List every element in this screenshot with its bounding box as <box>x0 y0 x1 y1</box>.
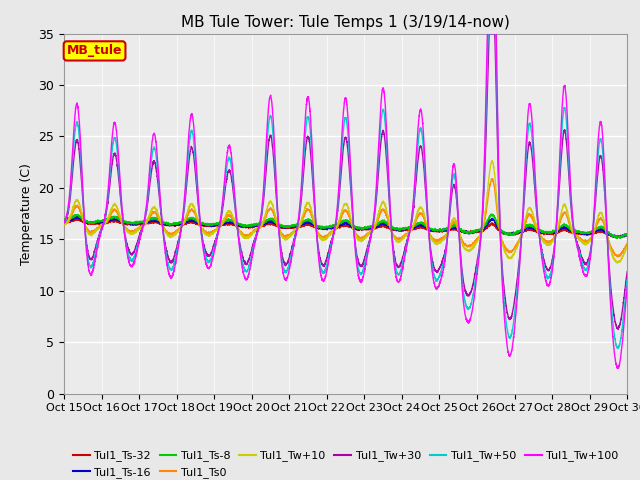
Tul1_Tw+100 <box>504 348 512 354</box>
Tul1_Ts-16 <box>504 232 512 238</box>
Tul1_Ts0 <box>489 176 497 181</box>
Tul1_Tw+100 <box>441 260 449 265</box>
Tul1_Tw+100 <box>614 365 622 371</box>
Tul1_Ts-32 <box>623 232 630 238</box>
Tul1_Ts-16 <box>623 233 630 239</box>
Tul1_Tw+30 <box>504 312 512 318</box>
Tul1_Tw+30 <box>60 220 68 226</box>
Tul1_Tw+100 <box>484 31 492 36</box>
Tul1_Tw+100 <box>472 282 479 288</box>
Tul1_Tw+10 <box>472 240 479 246</box>
Tul1_Tw+10 <box>504 255 512 261</box>
Tul1_Tw+10 <box>614 260 621 266</box>
Tul1_Tw+100 <box>60 218 68 224</box>
Tul1_Ts-8 <box>487 211 495 217</box>
Tul1_Ts-32 <box>472 229 480 235</box>
Line: Tul1_Tw+100: Tul1_Tw+100 <box>64 34 627 368</box>
Line: Tul1_Ts-32: Tul1_Ts-32 <box>64 219 627 238</box>
Tul1_Ts-32 <box>623 232 631 238</box>
Tul1_Ts-16 <box>441 227 449 232</box>
Tul1_Ts-8 <box>60 217 68 223</box>
Tul1_Ts0 <box>324 231 332 237</box>
Tul1_Ts-32 <box>161 222 169 228</box>
Tul1_Ts-32 <box>325 225 333 231</box>
Tul1_Tw+30 <box>623 269 631 275</box>
Tul1_Tw+50 <box>472 274 479 280</box>
Tul1_Ts-8 <box>472 228 479 234</box>
Tul1_Tw+50 <box>623 277 631 283</box>
Text: MB_tule: MB_tule <box>67 44 122 58</box>
Tul1_Tw+30 <box>441 251 449 256</box>
Tul1_Tw+100 <box>623 283 631 289</box>
Tul1_Ts-32 <box>504 231 512 237</box>
Tul1_Tw+10 <box>623 244 631 250</box>
Tul1_Ts-16 <box>472 228 480 233</box>
Line: Tul1_Tw+30: Tul1_Tw+30 <box>64 34 627 329</box>
Tul1_Tw+50 <box>504 330 512 336</box>
Tul1_Tw+50 <box>161 246 169 252</box>
Line: Tul1_Tw+50: Tul1_Tw+50 <box>64 34 627 348</box>
Y-axis label: Temperature (C): Temperature (C) <box>20 163 33 264</box>
Tul1_Tw+10 <box>324 232 332 238</box>
Tul1_Ts-32 <box>73 216 81 222</box>
Tul1_Ts-32 <box>60 218 68 224</box>
Tul1_Tw+100 <box>623 290 630 296</box>
Tul1_Ts-8 <box>161 220 169 226</box>
Tul1_Ts-16 <box>615 235 623 240</box>
Tul1_Tw+50 <box>614 346 622 351</box>
Tul1_Ts-32 <box>441 227 449 233</box>
Tul1_Ts0 <box>441 234 449 240</box>
Line: Tul1_Ts-8: Tul1_Ts-8 <box>64 214 627 238</box>
Tul1_Tw+30 <box>623 272 630 278</box>
Title: MB Tule Tower: Tule Temps 1 (3/19/14-now): MB Tule Tower: Tule Temps 1 (3/19/14-now… <box>181 15 510 30</box>
Tul1_Ts0 <box>623 240 631 246</box>
Tul1_Ts-8 <box>613 235 621 241</box>
Tul1_Tw+30 <box>614 326 622 332</box>
Tul1_Ts-16 <box>60 217 68 223</box>
Tul1_Ts0 <box>472 238 479 244</box>
Tul1_Tw+10 <box>623 245 630 251</box>
Tul1_Ts-8 <box>623 231 631 237</box>
Tul1_Ts-16 <box>325 225 333 231</box>
Tul1_Ts-16 <box>161 221 169 227</box>
Line: Tul1_Ts-16: Tul1_Ts-16 <box>64 216 627 238</box>
Tul1_Ts0 <box>60 222 68 228</box>
Tul1_Ts-16 <box>73 214 81 219</box>
Tul1_Tw+50 <box>623 281 630 287</box>
Tul1_Tw+100 <box>324 258 332 264</box>
Tul1_Tw+100 <box>161 250 169 256</box>
Tul1_Ts-16 <box>623 231 631 237</box>
Legend: Tul1_Ts-32, Tul1_Ts-16, Tul1_Ts-8, Tul1_Ts0, Tul1_Tw+10, Tul1_Tw+30, Tul1_Tw+50,: Tul1_Ts-32, Tul1_Ts-16, Tul1_Ts-8, Tul1_… <box>68 446 623 480</box>
Tul1_Tw+30 <box>485 31 493 36</box>
Tul1_Tw+50 <box>441 254 449 260</box>
Tul1_Ts0 <box>161 227 169 233</box>
Tul1_Ts-32 <box>612 235 620 240</box>
Tul1_Tw+10 <box>441 237 449 242</box>
Tul1_Ts-8 <box>504 230 512 236</box>
Tul1_Tw+50 <box>324 254 332 260</box>
Tul1_Tw+50 <box>60 220 68 226</box>
Tul1_Ts-8 <box>324 224 332 230</box>
Tul1_Tw+10 <box>488 158 496 164</box>
Tul1_Tw+30 <box>472 267 479 273</box>
Tul1_Ts0 <box>504 248 512 254</box>
Line: Tul1_Ts0: Tul1_Ts0 <box>64 179 627 257</box>
Tul1_Ts0 <box>623 242 630 248</box>
Line: Tul1_Tw+10: Tul1_Tw+10 <box>64 161 627 263</box>
Tul1_Ts-8 <box>441 226 449 232</box>
Tul1_Ts-8 <box>623 232 630 238</box>
Tul1_Tw+10 <box>60 220 68 226</box>
Tul1_Ts0 <box>614 254 621 260</box>
Tul1_Tw+30 <box>161 241 169 247</box>
Tul1_Tw+10 <box>161 229 169 235</box>
Tul1_Tw+50 <box>484 31 492 36</box>
Tul1_Tw+30 <box>324 249 332 254</box>
